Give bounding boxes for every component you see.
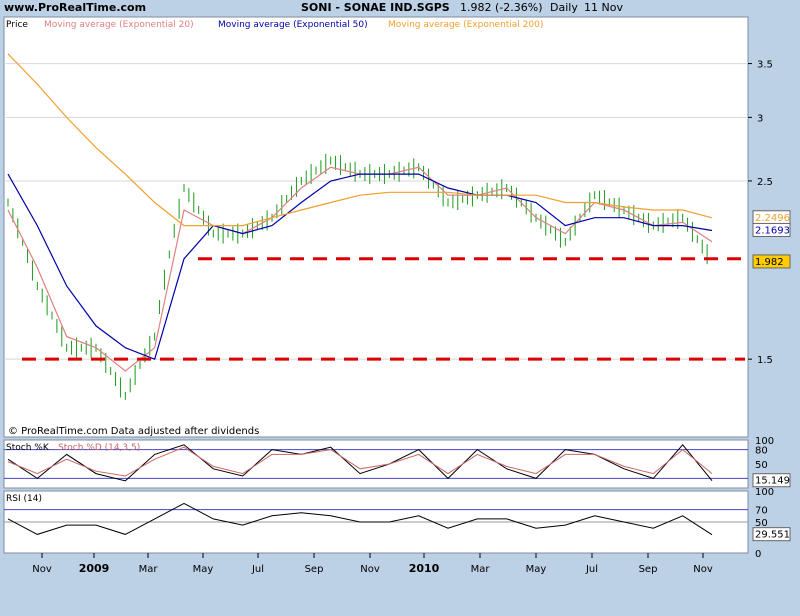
price-tick-label: 1.5 bbox=[757, 355, 773, 366]
stoch-last-tag bbox=[752, 473, 791, 488]
last-value-tag bbox=[752, 254, 791, 269]
last-value-tag bbox=[752, 222, 791, 237]
rsi-tick-label: 100 bbox=[755, 487, 774, 498]
stoch-legend-k: Stoch %K bbox=[6, 443, 50, 453]
rsi-legend: RSI (14) bbox=[6, 494, 42, 504]
x-tick-label: Nov bbox=[32, 564, 52, 575]
rsi-tick-label: 50 bbox=[755, 518, 768, 529]
price-legend-item: Moving average (Exponential 20) bbox=[44, 20, 194, 30]
instrument-title: SONI - SONAE IND.SGPS bbox=[301, 1, 450, 14]
price-tick-label: 3 bbox=[757, 113, 763, 124]
chart-window: www.ProRealTime.com SONI - SONAE IND.SGP… bbox=[3, 1, 791, 575]
ema50-line bbox=[7, 173, 713, 360]
stoch-tick-label: 50 bbox=[755, 460, 768, 471]
x-tick-label: Sep bbox=[639, 564, 658, 575]
x-tick-label: Jul bbox=[251, 564, 264, 575]
rsi-tick-label: 0 bbox=[755, 549, 761, 560]
instrument-quote: 1.982 (-2.36%) bbox=[460, 1, 543, 14]
ema200-line bbox=[7, 53, 713, 227]
price-legend-item: Moving average (Exponential 50) bbox=[218, 20, 368, 30]
stoch-tick-label: 80 bbox=[755, 446, 768, 457]
price-panel bbox=[3, 16, 749, 438]
rsi-last-tag bbox=[752, 527, 791, 542]
price-legend-item: Price bbox=[6, 20, 28, 30]
stoch-tick-label: 100 bbox=[755, 436, 774, 447]
x-tick-label: Jul bbox=[585, 564, 598, 575]
x-tick-label: Nov bbox=[360, 564, 380, 575]
rsi-tick-label: 70 bbox=[755, 506, 768, 517]
chart-date: 11 Nov bbox=[584, 1, 623, 14]
x-tick-label: Mar bbox=[139, 564, 159, 575]
stoch-legend-d: Stoch %D (14,3,5) bbox=[58, 443, 140, 453]
last-value-label: 1.982 bbox=[755, 257, 784, 268]
x-tick-label: May bbox=[526, 564, 547, 575]
x-tick-label: Sep bbox=[305, 564, 324, 575]
last-value-label: 2.2496 bbox=[755, 213, 790, 224]
price-legend-item: Moving average (Exponential 200) bbox=[388, 20, 543, 30]
stoch-d-line bbox=[7, 446, 713, 477]
price-tick-label: 3.5 bbox=[757, 60, 773, 71]
rsi-last-label: 29.551 bbox=[755, 530, 790, 541]
copyright-note: © ProRealTime.com Data adjusted after di… bbox=[8, 426, 259, 437]
x-tick-label: May bbox=[193, 564, 214, 575]
price-tick-label: 2.5 bbox=[757, 177, 773, 188]
x-tick-label: Mar bbox=[471, 564, 491, 575]
chart-period: Daily bbox=[550, 1, 578, 14]
x-tick-label: 2010 bbox=[409, 562, 440, 575]
site-url[interactable]: www.ProRealTime.com bbox=[4, 1, 147, 14]
rsi-line bbox=[7, 502, 713, 536]
x-tick-label: Nov bbox=[693, 564, 713, 575]
stoch-panel bbox=[3, 439, 749, 489]
chart-svg: 3.5 3 2.5 1.5 Price Moving average (Exponenti… bbox=[3, 16, 791, 575]
last-value-label: 2.1693 bbox=[755, 225, 790, 236]
x-tick-label: 2009 bbox=[79, 562, 110, 575]
stoch-last-label: 15.149 bbox=[755, 476, 790, 487]
